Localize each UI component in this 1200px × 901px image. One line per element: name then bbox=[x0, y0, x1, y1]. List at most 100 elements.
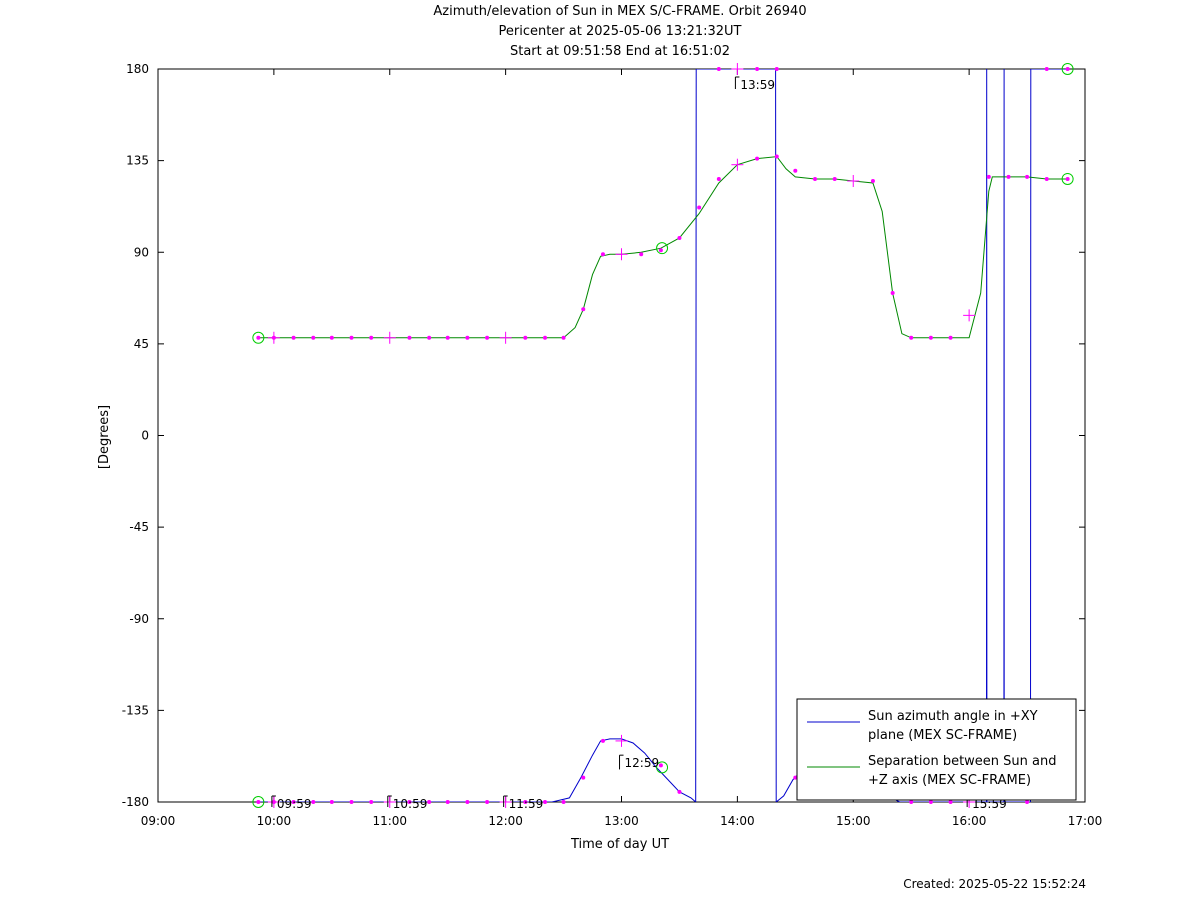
plot-area bbox=[258, 69, 1068, 802]
start-end-circle bbox=[252, 331, 265, 344]
x-tick-label: 16:00 bbox=[952, 814, 987, 828]
sample-point bbox=[369, 800, 374, 804]
sample-point bbox=[523, 800, 528, 804]
sample-point bbox=[561, 335, 566, 340]
sample-point bbox=[311, 335, 316, 340]
sample-point bbox=[561, 800, 566, 804]
x-tick-label: 09:00 bbox=[141, 814, 176, 828]
sample-point bbox=[716, 67, 721, 71]
sample-point bbox=[543, 335, 548, 340]
y-axis-label: [Degrees] bbox=[97, 405, 112, 469]
x-tick-label: 11:00 bbox=[372, 814, 407, 828]
sample-point bbox=[774, 67, 779, 71]
sample-point bbox=[793, 775, 798, 780]
sample-point bbox=[407, 335, 412, 340]
y-tick-label: -135 bbox=[122, 703, 149, 717]
legend-label: Sun azimuth angle in +XY bbox=[868, 709, 1038, 724]
x-axis-label: Time of day UT bbox=[570, 837, 669, 852]
start-end-circle bbox=[1061, 172, 1074, 185]
series-line-azimuth bbox=[258, 69, 1068, 802]
y-tick-label: 45 bbox=[134, 337, 149, 351]
sample-point bbox=[485, 335, 490, 340]
axes-layer: 180 135 90 45 0 -45 -90 -135 -180 09:00 10:00 11:00… bbox=[122, 62, 1103, 828]
sample-point bbox=[291, 335, 296, 340]
x-tick-label: 10:00 bbox=[257, 814, 292, 828]
x-tick-label: 15:00 bbox=[836, 814, 871, 828]
start-end-circle bbox=[252, 796, 265, 808]
plot-frame bbox=[157, 68, 1086, 803]
y-tick-label: -45 bbox=[129, 520, 149, 534]
sample-point bbox=[1025, 174, 1030, 179]
sample-point bbox=[1006, 174, 1011, 179]
sample-point bbox=[658, 763, 663, 768]
sample-point bbox=[928, 800, 933, 804]
sample-point bbox=[427, 335, 432, 340]
legend-box bbox=[796, 698, 1077, 801]
sample-point bbox=[445, 800, 450, 804]
sample-point bbox=[793, 168, 798, 173]
sample-point bbox=[658, 248, 663, 253]
hour-marker-label: 10:59 bbox=[393, 797, 428, 811]
sample-point bbox=[256, 800, 261, 804]
sample-point bbox=[349, 335, 354, 340]
sample-point bbox=[1044, 67, 1049, 71]
created-timestamp: Created: 2025-05-22 15:52:24 bbox=[903, 877, 1086, 891]
pericenter-circle bbox=[656, 242, 669, 255]
series-line-separation bbox=[258, 156, 1068, 339]
sample-point bbox=[755, 67, 760, 71]
sample-point bbox=[407, 800, 412, 804]
sample-point bbox=[1025, 800, 1030, 804]
legend-label: plane (MEX SC-FRAME) bbox=[868, 728, 1017, 743]
sample-point bbox=[774, 154, 779, 159]
sample-point bbox=[600, 738, 605, 743]
sample-point bbox=[986, 174, 991, 179]
sample-point bbox=[485, 800, 490, 804]
legend: Sun azimuth angle in +XY plane (MEX SC-FR… bbox=[796, 698, 1077, 801]
sample-point bbox=[813, 176, 818, 181]
hour-marker-label: 13:59 bbox=[740, 78, 775, 92]
pericenter-circle bbox=[656, 761, 669, 774]
x-tick-label: 12:00 bbox=[488, 814, 523, 828]
hour-marker-label: 11:59 bbox=[509, 797, 544, 811]
sample-point bbox=[1065, 176, 1070, 181]
y-tick-label: 180 bbox=[126, 62, 149, 76]
x-tick-label: 14:00 bbox=[720, 814, 755, 828]
sample-point bbox=[870, 178, 875, 183]
chart-title-line-2: Pericenter at 2025-05-06 13:21:32UT bbox=[498, 24, 742, 39]
sample-point bbox=[697, 205, 702, 210]
sample-point bbox=[523, 335, 528, 340]
sample-point bbox=[928, 335, 933, 340]
sample-point bbox=[909, 800, 914, 804]
x-tick-label: 17:00 bbox=[1068, 814, 1103, 828]
sample-point bbox=[581, 775, 586, 780]
sample-point bbox=[677, 235, 682, 240]
y-tick-label: 90 bbox=[134, 245, 149, 259]
start-end-circle bbox=[1061, 63, 1074, 75]
sample-point bbox=[543, 800, 548, 804]
sample-point bbox=[716, 176, 721, 181]
sample-point bbox=[600, 252, 605, 257]
sample-point bbox=[445, 335, 450, 340]
sample-point bbox=[755, 156, 760, 161]
hour-marker-label: 12:59 bbox=[625, 756, 660, 770]
sample-point bbox=[427, 800, 432, 804]
sample-point bbox=[677, 789, 682, 794]
sample-point bbox=[291, 800, 296, 804]
sample-point bbox=[890, 290, 895, 295]
sample-point bbox=[329, 800, 334, 804]
sample-point bbox=[465, 335, 470, 340]
sample-point bbox=[1065, 67, 1070, 71]
y-tick-label: -180 bbox=[122, 795, 149, 809]
sample-point bbox=[909, 335, 914, 340]
chart-title-line-1: Azimuth/elevation of Sun in MEX S/C-FRAM… bbox=[433, 4, 807, 19]
y-tick-label: 135 bbox=[126, 154, 149, 168]
sample-point bbox=[256, 335, 261, 340]
sample-point bbox=[948, 335, 953, 340]
sample-point bbox=[349, 800, 354, 804]
legend-label: +Z axis (MEX SC-FRAME) bbox=[868, 773, 1031, 788]
sample-point bbox=[1044, 176, 1049, 181]
sample-point bbox=[832, 176, 837, 181]
sample-point bbox=[369, 335, 374, 340]
sample-point bbox=[311, 800, 316, 804]
